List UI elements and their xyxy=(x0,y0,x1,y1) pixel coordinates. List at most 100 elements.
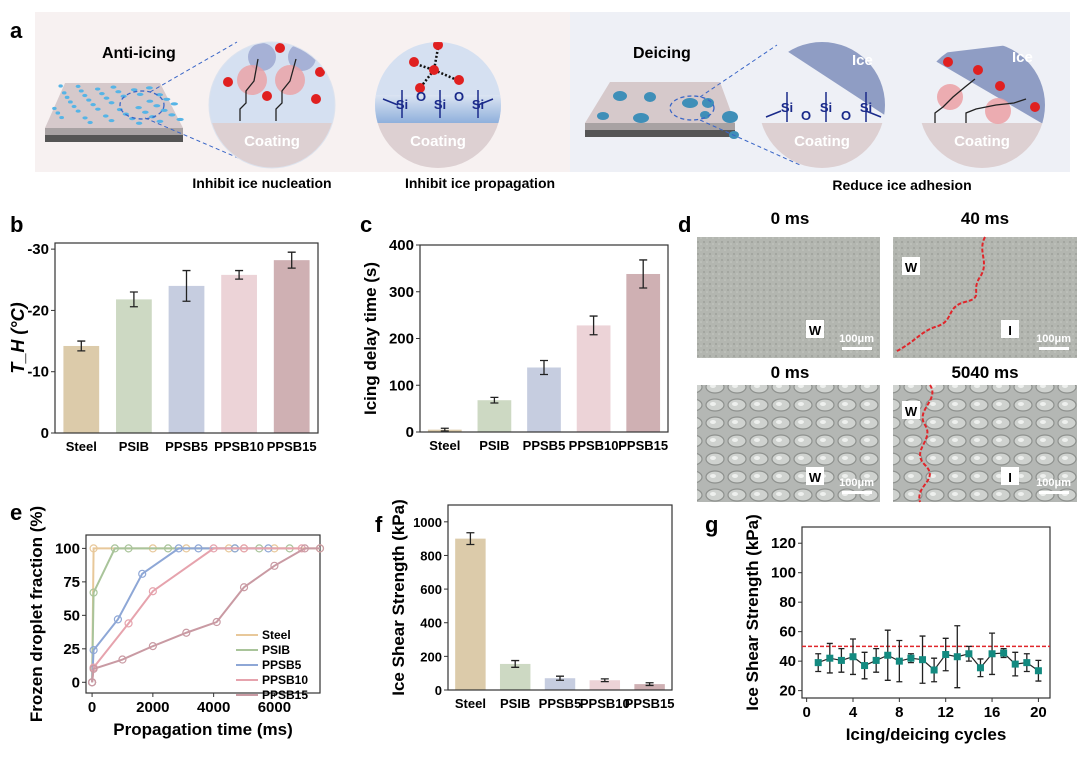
data-point xyxy=(113,615,123,624)
error-bar xyxy=(556,675,564,681)
water-droplet xyxy=(153,104,161,108)
water-droplet xyxy=(110,85,117,89)
error-bar xyxy=(182,269,191,302)
y-tick-label: 100 xyxy=(55,540,80,557)
y-tick-label: 200 xyxy=(389,331,414,348)
bar-ppsb5 xyxy=(527,367,561,432)
x-tick-label: PPSB15 xyxy=(618,438,668,453)
o-label: O xyxy=(454,89,464,104)
y-axis-label-b: T_H (°C) xyxy=(8,302,28,373)
deicing-slab xyxy=(585,44,801,166)
data-point xyxy=(814,659,822,667)
data-point xyxy=(89,646,98,655)
bar-steel xyxy=(63,345,100,433)
water-droplet xyxy=(108,101,115,105)
x-tick-label: PPSB5 xyxy=(523,438,566,453)
y-tick-label: 100 xyxy=(389,377,414,394)
x-axis-label: Propagation time (ms) xyxy=(113,720,292,739)
y-tick-label: 0 xyxy=(41,425,49,442)
water-droplet xyxy=(61,91,67,95)
x-tick-label: 2000 xyxy=(136,699,169,716)
x-tick-label: PPSB5 xyxy=(165,439,208,454)
ice-label: Ice xyxy=(1012,49,1033,66)
data-point xyxy=(1034,667,1042,675)
x-tick-label: PPSB5 xyxy=(539,696,582,711)
water-droplet xyxy=(67,100,73,104)
legend-label: PPSB15 xyxy=(262,688,308,702)
error-bar xyxy=(600,678,609,683)
x-tick-label: PSIB xyxy=(500,696,530,711)
region-label: W xyxy=(806,467,824,485)
si-label: Si xyxy=(434,97,446,112)
y-tick-label: 0 xyxy=(435,683,442,698)
x-axis-label: Icing/deicing cycles xyxy=(846,725,1007,744)
y-tick-label: 600 xyxy=(420,582,442,597)
label-box xyxy=(806,467,824,485)
data-point xyxy=(89,588,98,597)
x-tick-label: 0 xyxy=(802,704,810,721)
y-tick-label: 60 xyxy=(779,624,796,641)
series-line xyxy=(91,547,290,683)
y-tick-label: 75 xyxy=(63,574,80,591)
o-label: O xyxy=(841,108,851,123)
data-point xyxy=(965,650,973,658)
x-tick-label: 12 xyxy=(937,704,954,721)
error-bar xyxy=(589,315,598,336)
error-bar xyxy=(287,251,296,269)
water-droplet xyxy=(102,114,109,118)
water-droplet xyxy=(136,92,144,96)
y-tick-label: 400 xyxy=(420,616,442,631)
water-droplet xyxy=(75,109,81,113)
error-bar xyxy=(511,659,520,668)
panel-label-b: b xyxy=(10,212,23,237)
water-droplet xyxy=(95,107,101,111)
plot-frame xyxy=(801,526,1051,699)
error-bar xyxy=(235,269,244,280)
water-droplet xyxy=(163,97,171,101)
water-droplet xyxy=(135,106,142,110)
water-droplet xyxy=(71,104,77,109)
anti-icing-title: Anti-icing xyxy=(102,45,176,62)
data-point xyxy=(1011,660,1019,668)
anti-icing-slab xyxy=(45,41,251,164)
bar-ppsb15 xyxy=(273,260,310,433)
bar-ppsb10 xyxy=(576,325,611,432)
x-tick-label: PPSB10 xyxy=(214,439,264,454)
data-point xyxy=(315,544,325,553)
data-point xyxy=(212,617,221,627)
data-point xyxy=(89,664,98,673)
x-tick-label: PSIB xyxy=(479,438,509,453)
data-point xyxy=(194,544,203,553)
panel-a: a Anti-icing Deicing xyxy=(10,12,1070,193)
water-droplet xyxy=(90,103,96,107)
data-point xyxy=(907,654,915,662)
micrograph-0ms-top xyxy=(697,237,880,358)
data-point xyxy=(826,654,834,662)
time-label: 0 ms xyxy=(771,363,810,382)
data-point xyxy=(884,651,892,659)
label-box xyxy=(902,257,920,275)
series-line xyxy=(91,547,302,683)
water-droplet xyxy=(78,89,84,93)
time-label: 0 ms xyxy=(771,209,810,228)
x-tick-label: PPSB15 xyxy=(625,696,675,711)
water-droplet xyxy=(55,111,61,115)
o-label: O xyxy=(801,108,811,123)
error-bar xyxy=(466,532,475,546)
chart-e: 0 2000 4000 6000 Propagation time (ms) 0 25 50 7… xyxy=(27,506,325,739)
y-tick-label: -10 xyxy=(27,364,49,381)
water-droplet xyxy=(87,120,93,125)
series-ppsb5: PPSB5 xyxy=(87,544,302,687)
y-tick-label: 800 xyxy=(420,548,442,563)
data-point xyxy=(930,666,938,674)
y-tick-label: 120 xyxy=(771,535,796,552)
o-label: O xyxy=(416,89,426,104)
error-bar xyxy=(129,291,138,308)
si-label: Si xyxy=(860,100,872,115)
micrograph-40ms xyxy=(893,237,1077,358)
y-tick-label: -20 xyxy=(27,302,49,319)
series-line xyxy=(91,547,320,683)
y-tick-label: -30 xyxy=(27,241,49,258)
